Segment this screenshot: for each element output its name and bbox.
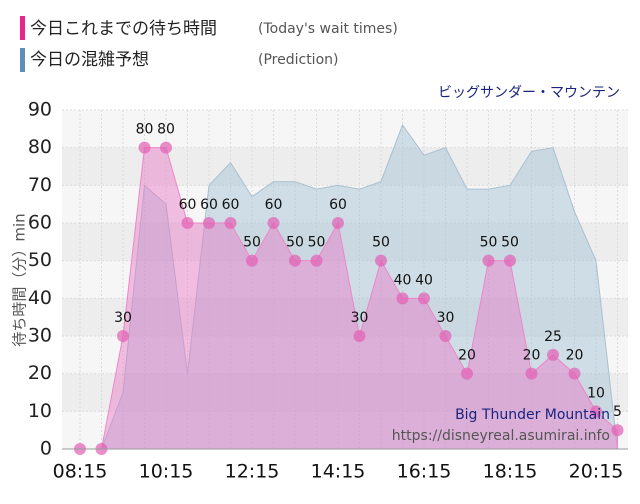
marker: [181, 217, 194, 229]
x-tick-label: 08:15: [53, 461, 108, 483]
x-tick-label: 14:15: [311, 461, 366, 483]
data-label: 80: [157, 122, 175, 138]
marker: [353, 330, 366, 342]
data-label: 40: [394, 272, 412, 288]
x-tick-label: 16:15: [397, 461, 452, 483]
marker: [418, 292, 430, 305]
y-tick-label: 20: [28, 362, 52, 384]
y-tick-label: 70: [28, 174, 52, 196]
data-label: 50: [243, 235, 261, 251]
marker: [310, 254, 323, 267]
data-label: 60: [179, 197, 197, 213]
y-tick-label: 0: [40, 438, 52, 460]
y-tick-label: 10: [28, 400, 52, 422]
marker: [160, 141, 172, 154]
data-label: 60: [200, 197, 218, 213]
grid-band: [62, 298, 628, 336]
data-label: 30: [114, 310, 132, 326]
marker: [439, 330, 452, 342]
marker: [332, 217, 344, 229]
data-label: 60: [329, 197, 347, 213]
marker: [138, 141, 151, 154]
data-label: 30: [437, 310, 455, 326]
marker: [611, 424, 624, 437]
marker: [396, 292, 409, 305]
y-tick-label: 80: [28, 136, 52, 158]
y-tick-label: 50: [28, 249, 52, 271]
data-label: 25: [544, 329, 562, 345]
data-label: 40: [415, 272, 433, 288]
marker: [117, 330, 129, 342]
y-tick-label: 60: [28, 212, 52, 234]
data-label: 80: [136, 122, 154, 138]
marker: [547, 348, 559, 361]
x-tick-label: 12:15: [225, 461, 280, 483]
x-tick-label: 18:15: [483, 461, 538, 483]
data-label: 50: [286, 235, 304, 251]
legend-label: 今日これまでの待ち時間: [30, 19, 217, 39]
watermark: Big Thunder Mountain: [455, 407, 610, 423]
y-tick-label: 40: [28, 287, 52, 309]
legend-note: (Today's wait times): [258, 21, 398, 37]
marker: [568, 367, 581, 380]
y-tick-label: 30: [28, 325, 52, 347]
marker: [203, 217, 215, 229]
marker: [375, 254, 387, 267]
marker: [246, 254, 258, 267]
y-tick-label: 90: [28, 99, 52, 121]
data-label: 50: [308, 235, 326, 251]
marker: [267, 217, 280, 229]
legend-swatch: [20, 16, 25, 40]
marker: [461, 367, 473, 380]
marker: [504, 254, 516, 267]
grid-band: [62, 373, 628, 412]
legend-swatch: [20, 48, 25, 72]
grid-band: [62, 147, 628, 186]
data-label: 50: [480, 235, 498, 251]
marker: [525, 367, 538, 380]
grid-band: [62, 223, 628, 261]
subtitle: ビッグサンダー・マウンテン: [438, 85, 620, 101]
area: [80, 124, 619, 450]
data-label: 20: [458, 348, 476, 364]
data-label: 30: [351, 310, 369, 326]
data-label: 20: [523, 348, 541, 364]
data-label: 60: [265, 197, 283, 213]
data-label: 10: [587, 385, 605, 401]
data-label: 20: [566, 348, 584, 364]
watermark: https://disneyreal.asumirai.info: [392, 428, 610, 444]
x-tick-label: 20:15: [569, 461, 624, 483]
marker: [289, 254, 301, 267]
data-label: 50: [501, 235, 519, 251]
legend-label: 今日の混雑予想: [30, 50, 149, 70]
marker: [590, 405, 602, 418]
marker: [224, 217, 237, 229]
legend-note: (Prediction): [258, 52, 338, 68]
data-label: 5: [613, 404, 622, 420]
marker: [482, 254, 495, 267]
x-tick-label: 10:15: [139, 461, 194, 483]
data-label: 50: [372, 235, 390, 251]
y-axis-label: 待ち時間（分）min: [11, 213, 29, 346]
data-label: 60: [222, 197, 240, 213]
